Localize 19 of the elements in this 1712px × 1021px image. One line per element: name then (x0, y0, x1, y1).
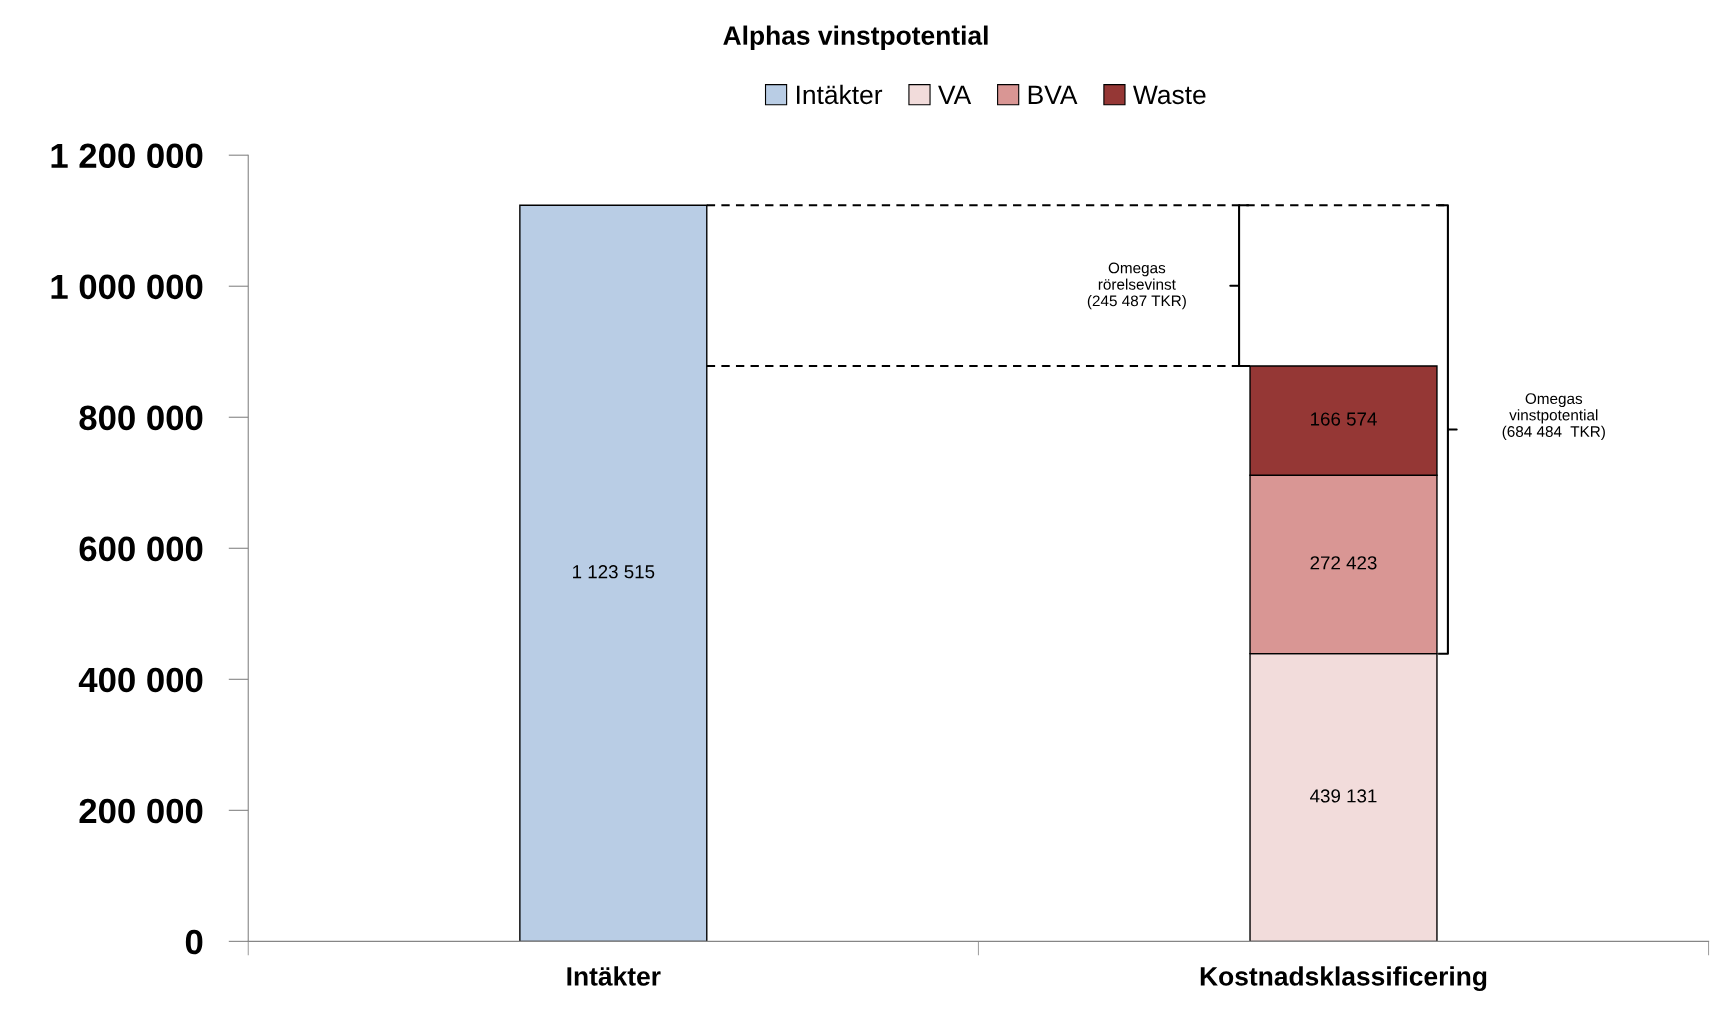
annotation: Omegas rörelsevinst (245 487 TKR) (1087, 262, 1186, 310)
legend-label: BVA (1028, 85, 1078, 104)
legend-label: Intäkter (796, 84, 883, 105)
y-tick-label: 600 000 (79, 536, 203, 562)
y-tick-label: 400 000 (78, 667, 203, 693)
y-tick-label: 200 000 (79, 798, 203, 824)
y-tick-label: 0 (185, 929, 203, 955)
y-tick-label: 1 200 000 (51, 143, 203, 169)
data-label: 1 123 515 (573, 565, 655, 579)
chart-title: Alphas vinstpotential (723, 25, 988, 51)
data-label: 439 131 (1310, 789, 1377, 803)
data-label: 272 423 (1310, 556, 1377, 570)
legend-label: VA (938, 85, 972, 104)
y-tick-label: 1 000 000 (51, 274, 203, 300)
legend-label: Waste (1133, 85, 1206, 105)
y-tick-label: 800 000 (79, 405, 203, 431)
annotation: Omegas vinstpotential (684 484 TKR) (1502, 393, 1605, 440)
data-label: 166 574 (1311, 412, 1377, 426)
x-tick-label: Kostnadsklassificering (1200, 966, 1487, 992)
